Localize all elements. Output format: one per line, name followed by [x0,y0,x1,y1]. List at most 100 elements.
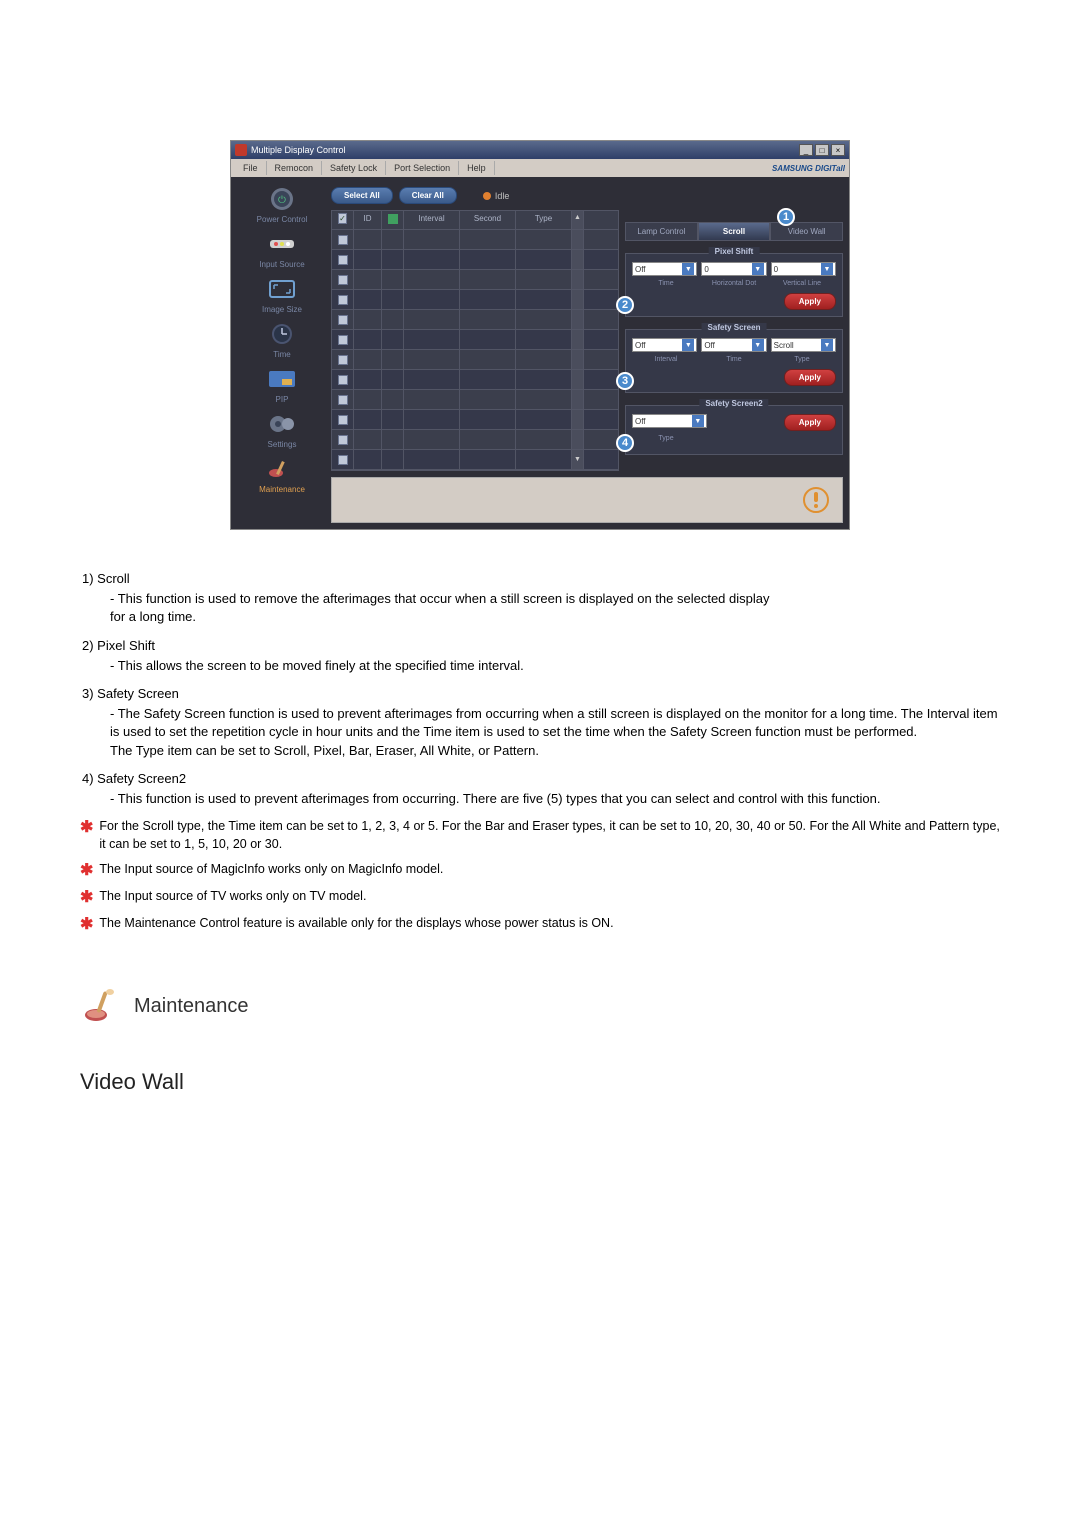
status-icon [388,214,398,224]
star-icon: ✱ [80,818,93,837]
idle-label: Idle [495,191,510,201]
table-row[interactable] [332,350,618,370]
maintenance-icon [80,985,122,1027]
row-check[interactable] [338,455,348,465]
doc-body: 1) Scroll- This function is used to remo… [80,570,1000,1097]
warning-icon [802,484,830,516]
window-title: Multiple Display Control [251,145,346,155]
safety-screen-panel: Safety Screen Off▼ Off▼ Scroll▼ Interval… [625,329,843,393]
table-row[interactable] [332,250,618,270]
field-label: Type [632,435,700,442]
pixel-shift-hdot-select[interactable]: 0▼ [701,262,766,276]
menu-help[interactable]: Help [459,161,495,175]
pixel-shift-time-select[interactable]: Off▼ [632,262,697,276]
tab-lamp-control[interactable]: Lamp Control [625,222,698,241]
row-check[interactable] [338,435,348,445]
sidebar-label: Image Size [237,305,327,314]
time-icon [264,320,300,348]
tab-scroll[interactable]: Scroll [698,222,771,241]
scroll-down[interactable]: ▼ [572,450,584,469]
chevron-down-icon: ▼ [682,339,694,351]
menu-portselection[interactable]: Port Selection [386,161,459,175]
table-row[interactable] [332,290,618,310]
doc-item: 1) Scroll- This function is used to remo… [82,570,1000,627]
input-icon [264,230,300,258]
sidebar-image-size[interactable]: Image Size [237,273,327,318]
idle-dot-icon [483,192,491,200]
row-check[interactable] [338,355,348,365]
row-check[interactable] [338,295,348,305]
table-header: ID Interval Second Type ▲ [331,210,619,230]
sidebar-maintenance[interactable]: Maintenance [237,453,327,498]
row-check[interactable] [338,375,348,385]
sidebar-settings[interactable]: Settings [237,408,327,453]
menu-safetylock[interactable]: Safety Lock [322,161,386,175]
svg-text:⏻: ⏻ [278,195,286,206]
sidebar-pip[interactable]: PIP [237,363,327,408]
row-check[interactable] [338,415,348,425]
video-wall-title: Video Wall [80,1067,1000,1098]
row-check[interactable] [338,275,348,285]
field-label: Interval [632,356,700,363]
sidebar-input-source[interactable]: Input Source [237,228,327,273]
row-check[interactable] [338,235,348,245]
field-label: Horizontal Dot [700,280,768,287]
sidebar-label: Time [237,350,327,359]
main-area: Select All Clear All Idle ID In [331,183,843,523]
display-table: ID Interval Second Type ▲ [331,210,619,471]
sidebar-label: PIP [237,395,327,404]
col-interval: Interval [404,211,460,229]
header-check[interactable] [338,213,347,224]
section-title: Safety Screen [702,323,767,332]
chevron-down-icon: ▼ [752,339,764,351]
safety-type-select[interactable]: Scroll▼ [771,338,836,352]
section-title: Maintenance [134,992,249,1020]
apply-button[interactable]: Apply [784,369,836,386]
menu-bar: File Remocon Safety Lock Port Selection … [231,159,849,177]
table-row[interactable] [332,390,618,410]
sidebar: ⏻ Power Control Input Source Image Size … [237,183,327,523]
col-second: Second [460,211,516,229]
note-line: ✱The Maintenance Control feature is avai… [80,915,1000,934]
table-row[interactable] [332,410,618,430]
safety-interval-select[interactable]: Off▼ [632,338,697,352]
menu-remocon[interactable]: Remocon [267,161,323,175]
clear-all-button[interactable]: Clear All [399,187,457,204]
menu-file[interactable]: File [235,161,267,175]
field-label: Vertical Line [768,280,836,287]
col-type: Type [516,211,572,229]
table-row[interactable] [332,230,618,250]
apply-button[interactable]: Apply [784,293,836,310]
table-row[interactable] [332,310,618,330]
title-bar: Multiple Display Control _ □ × [231,141,849,159]
sidebar-label: Settings [237,440,327,449]
table-row[interactable]: ▼ [332,450,618,470]
select-all-button[interactable]: Select All [331,187,393,204]
app-icon [235,144,247,156]
minimize-button[interactable]: _ [799,144,813,156]
sidebar-power-control[interactable]: ⏻ Power Control [237,183,327,228]
table-row[interactable] [332,370,618,390]
close-button[interactable]: × [831,144,845,156]
row-check[interactable] [338,335,348,345]
note-line: ✱For the Scroll type, the Time item can … [80,818,1000,853]
pixel-shift-panel: Pixel Shift Off▼ 0▼ 0▼ Time Horizontal D… [625,253,843,317]
row-check[interactable] [338,255,348,265]
pixel-shift-vline-select[interactable]: 0▼ [771,262,836,276]
safety-time-select[interactable]: Off▼ [701,338,766,352]
table-row[interactable] [332,430,618,450]
table-row[interactable] [332,270,618,290]
chevron-down-icon: ▼ [752,263,764,275]
sidebar-time[interactable]: Time [237,318,327,363]
row-check[interactable] [338,395,348,405]
scroll-up[interactable]: ▲ [572,211,584,229]
maintenance-icon [264,455,300,483]
table-row[interactable] [332,330,618,350]
row-check[interactable] [338,315,348,325]
safety2-type-select[interactable]: Off▼ [632,414,707,428]
imagesize-icon [264,275,300,303]
field-label: Time [632,280,700,287]
maximize-button[interactable]: □ [815,144,829,156]
safety-screen2-panel: Safety Screen2 Off▼ Apply Type 4 [625,405,843,455]
apply-button[interactable]: Apply [784,414,836,431]
